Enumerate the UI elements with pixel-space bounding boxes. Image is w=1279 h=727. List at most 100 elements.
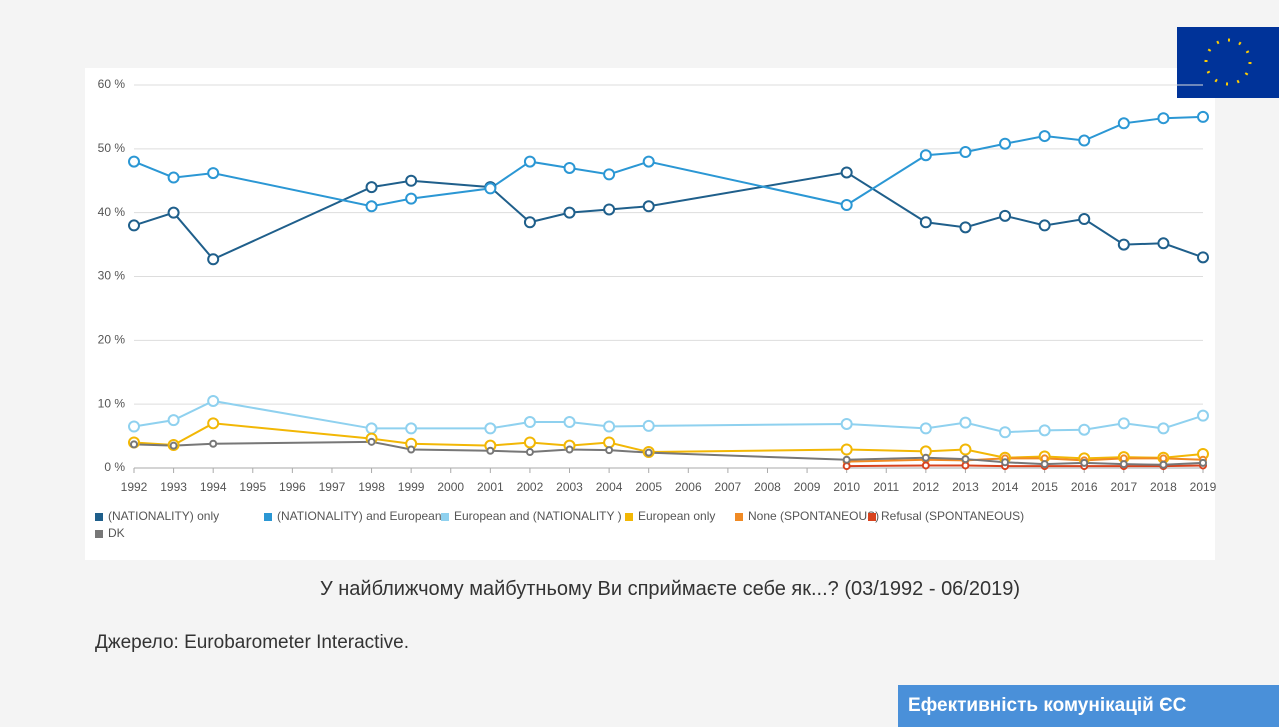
chart-panel	[85, 68, 1215, 560]
point	[484, 422, 497, 435]
point	[959, 221, 972, 234]
x-tick-label: 1992	[121, 480, 148, 494]
point	[1199, 458, 1207, 467]
point	[169, 441, 178, 450]
point	[365, 200, 378, 213]
legend-label: (NATIONALITY) and European	[277, 509, 442, 523]
legend-swatch	[264, 513, 272, 521]
eu-flag	[1177, 27, 1279, 98]
point	[365, 181, 378, 194]
point	[128, 420, 140, 433]
point	[961, 461, 970, 470]
point	[921, 461, 930, 470]
point	[605, 446, 614, 455]
point	[484, 182, 497, 195]
point	[523, 436, 536, 449]
point	[365, 422, 378, 435]
point	[1078, 213, 1091, 226]
legend-swatch	[441, 513, 449, 521]
legend-label: European and (NATIONALITY )	[454, 509, 622, 523]
x-tick-label: 2004	[596, 480, 623, 494]
point	[1117, 238, 1130, 251]
point	[959, 416, 972, 429]
point	[525, 448, 534, 457]
legend-label: (NATIONALITY) only	[108, 509, 219, 523]
point	[1197, 110, 1209, 123]
legend-label: European only	[638, 509, 715, 523]
point	[209, 439, 218, 448]
x-tick-label: 2013	[952, 480, 979, 494]
y-tick-label: 0 %	[104, 460, 125, 474]
legend-swatch	[735, 513, 743, 521]
point	[1038, 130, 1051, 143]
point	[167, 206, 180, 219]
point	[999, 209, 1012, 222]
point	[1119, 460, 1128, 469]
point	[523, 155, 536, 168]
x-tick-label: 2008	[754, 480, 781, 494]
point	[959, 146, 972, 159]
point	[919, 149, 932, 162]
x-tick-label: 1999	[398, 480, 425, 494]
point	[1038, 219, 1051, 232]
point	[167, 414, 180, 427]
point	[840, 199, 853, 212]
x-tick-label: 1996	[279, 480, 306, 494]
legend-swatch	[625, 513, 633, 521]
point	[486, 446, 495, 455]
x-tick-label: 2014	[992, 480, 1019, 494]
point	[1159, 454, 1168, 463]
point	[603, 203, 616, 216]
point	[999, 137, 1012, 150]
y-tick-label: 40 %	[98, 205, 126, 219]
x-tick-label: 1997	[319, 480, 346, 494]
legend-swatch	[95, 530, 103, 538]
point	[644, 448, 653, 457]
chart: 0 % 10 % 20 % 30 % 40 % 50 % 60 % 1992 1993 1994 1…	[85, 27, 1279, 560]
point	[840, 443, 853, 456]
point	[642, 155, 655, 168]
point	[1197, 251, 1209, 264]
point	[1038, 424, 1051, 437]
point	[207, 253, 220, 266]
x-tick-label: 2003	[556, 480, 583, 494]
point	[563, 416, 576, 429]
point	[563, 161, 576, 174]
legend-label: DK	[108, 526, 125, 540]
point	[130, 440, 138, 449]
point	[128, 219, 140, 232]
x-tick-label: 2017	[1110, 480, 1137, 494]
caption: У найближчому майбутньому Ви сприймаєте …	[319, 578, 1021, 600]
point	[523, 216, 536, 229]
point	[1157, 112, 1170, 125]
point	[921, 453, 930, 462]
legend-swatch	[868, 513, 876, 521]
y-tick-label: 20 %	[98, 333, 126, 347]
point	[603, 420, 616, 433]
point	[961, 455, 970, 464]
nav-button[interactable]: Ефективність комунікацій ЄС	[898, 685, 1279, 727]
x-tick-label: 1994	[200, 480, 227, 494]
x-tick-label: 2005	[635, 480, 662, 494]
x-tick-label: 2011	[873, 480, 899, 494]
point	[842, 455, 851, 464]
point	[642, 419, 655, 432]
point	[842, 462, 851, 471]
point	[523, 416, 536, 429]
x-tick-label: 2000	[437, 480, 464, 494]
y-tick-label: 60 %	[98, 77, 126, 91]
point	[405, 192, 418, 205]
x-tick-label: 2018	[1150, 480, 1177, 494]
legend-label: None (SPONTANEOUS)	[748, 509, 879, 523]
point	[563, 206, 576, 219]
point	[405, 174, 418, 187]
x-tick-label: 1998	[358, 480, 385, 494]
point	[999, 426, 1012, 439]
source: Джерело: Eurobarometer Interactive.	[95, 632, 410, 653]
x-tick-label: 2007	[715, 480, 742, 494]
point	[128, 155, 140, 168]
point	[919, 216, 932, 229]
x-tick-label: 1993	[160, 480, 187, 494]
point	[1159, 460, 1168, 469]
